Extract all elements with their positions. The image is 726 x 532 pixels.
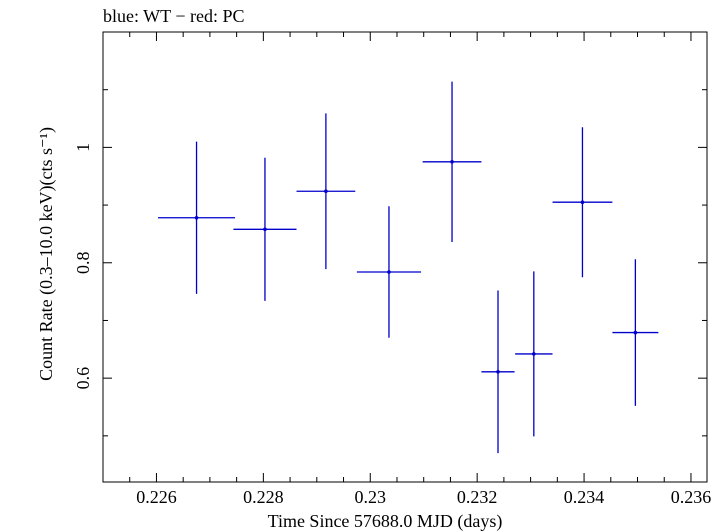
data-point: [552, 127, 613, 278]
data-point: [158, 141, 236, 294]
point-marker: [496, 370, 500, 374]
data-point: [515, 271, 553, 437]
data-point: [233, 157, 297, 301]
y-tick-label: 0.8: [73, 252, 93, 275]
point-marker: [263, 227, 267, 232]
x-tick-label: 0.226: [136, 487, 177, 507]
x-tick-label: 0.23: [355, 487, 387, 507]
x-tick-label: 0.234: [564, 487, 605, 507]
x-axis-label: Time Since 57688.0 MJD (days): [268, 511, 503, 532]
plot-frame: [102, 31, 708, 483]
y-tick-label: 1: [73, 143, 93, 152]
point-marker: [633, 330, 638, 335]
point-marker: [387, 270, 391, 274]
x-tick-label: 0.228: [243, 487, 284, 507]
y-tick-label: 0.6: [73, 367, 93, 390]
data-point: [481, 290, 515, 454]
point-marker: [580, 200, 585, 204]
point-marker: [532, 352, 536, 356]
data-point: [356, 206, 422, 338]
y-axis-label: Count Rate (0.3–10.0 keV)(cts s⁻¹): [36, 127, 57, 381]
data-point: [296, 113, 356, 270]
point-marker: [450, 160, 454, 164]
x-tick-label: 0.232: [457, 487, 498, 507]
point-marker: [194, 215, 199, 220]
x-tick-label: 0.236: [671, 487, 712, 507]
chart-title: blue: WT − red: PC: [103, 6, 244, 26]
data-point: [612, 259, 659, 406]
data-point: [422, 81, 482, 242]
point-marker: [324, 189, 328, 194]
